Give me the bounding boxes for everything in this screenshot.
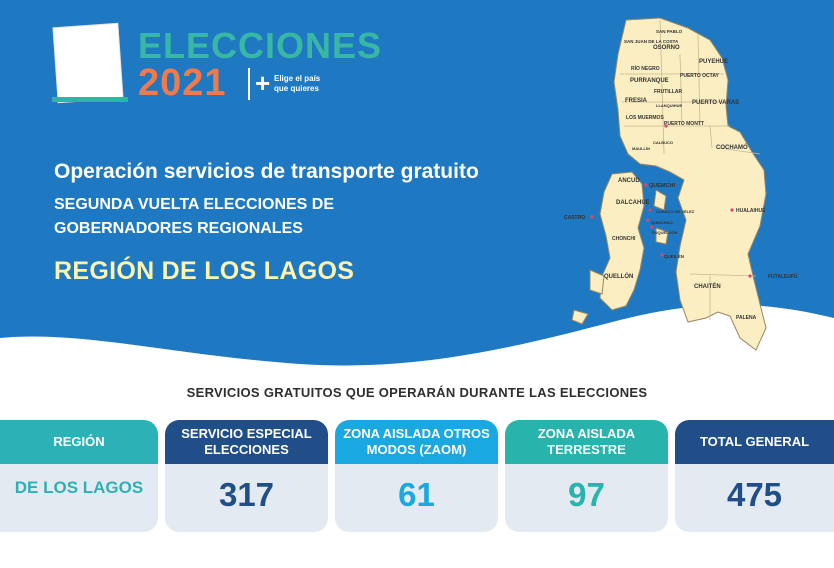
- card-zaom: ZONA AISLADA OTROS MODOS (ZAOM) 61: [335, 420, 498, 532]
- card-servicio-especial-header: SERVICIO ESPECIAL ELECCIONES: [165, 420, 328, 464]
- card-total-general-value: 475: [726, 476, 783, 513]
- card-total-general-header: TOTAL GENERAL: [675, 420, 834, 464]
- map-label-dalcahue: DALCAHUE: [616, 200, 650, 206]
- card-zaom-header: ZONA AISLADA OTROS MODOS (ZAOM): [335, 420, 498, 464]
- map-label-purranque: PURRANQUE: [630, 78, 669, 84]
- map-label-queilen: QUEILÉN: [664, 252, 684, 259]
- plus-icon: +: [255, 68, 271, 98]
- map-label-hualaihue: HUALAIHUÉ: [736, 206, 766, 214]
- logo-year: 2021: [138, 62, 227, 104]
- map-label-curaco-de-velez: CURACO DE VÉLEZ: [656, 209, 695, 214]
- card-zona-terrestre-header: ZONA AISLADA TERRESTRE: [505, 420, 668, 464]
- card-total-general: TOTAL GENERAL 475: [675, 420, 834, 532]
- logo-title: ELECCIONES: [138, 25, 383, 66]
- map-label-maullin: MAULLÍN: [632, 146, 650, 151]
- map-label-puerto-montt: PUERTO MONTT: [664, 121, 704, 127]
- subtitle-line-1: SEGUNDA VUELTA ELECCIONES DE: [54, 196, 335, 213]
- region-card-value: DE LOS LAGOS: [14, 478, 144, 497]
- card-zona-terrestre-value: 97: [568, 476, 605, 513]
- map-label-cochamo: COCHAMÓ: [716, 143, 748, 151]
- page-subtitle: SEGUNDA VUELTA ELECCIONES DE GOBERNADORE…: [54, 193, 334, 241]
- region-heading: REGIÓN DE LOS LAGOS: [54, 257, 355, 285]
- logo-tagline: Elige el país que quieres: [274, 74, 321, 93]
- map-label-los-muermos: LOS MUERMOS: [626, 115, 664, 121]
- map-land: [571, 17, 767, 351]
- region-map: SAN PABLO SAN JUAN DE LA COSTA OSORNO PU…: [564, 17, 798, 351]
- map-label-llanquihue: LLANQUIHUE: [656, 103, 683, 108]
- map-label-castro: CASTRO: [564, 215, 585, 221]
- card-zona-terrestre: ZONA AISLADA TERRESTRE 97: [505, 420, 668, 532]
- map-label-san-pablo: SAN PABLO: [656, 29, 683, 34]
- map-label-palena: PALENA: [736, 315, 757, 321]
- map-label-chaiten: CHAITÉN: [694, 282, 721, 290]
- subtitle-line-2: GOBERNADORES REGIONALES: [54, 220, 303, 237]
- map-label-puerto-octay: PUERTO OCTAY: [680, 73, 719, 79]
- page-title: Operación servicios de transporte gratui…: [54, 160, 479, 183]
- region-card: REGIÓN DE LOS LAGOS: [0, 420, 158, 532]
- logo-divider: [248, 68, 250, 100]
- map-label-ancud: ANCUD: [618, 178, 640, 184]
- card-servicio-especial-value: 317: [218, 476, 275, 513]
- region-card-header: REGIÓN: [0, 420, 158, 464]
- map-markers: [590, 124, 752, 278]
- map-label-quellon: QUELLÓN: [604, 272, 633, 280]
- map-label-calbuco: CALBUCO: [653, 140, 673, 145]
- map-label-chonchi: CHONCHI: [612, 236, 636, 242]
- map-label-quemchi: QUEMCHI: [649, 183, 675, 189]
- map-label-quinchao: QUINCHAO: [651, 220, 673, 225]
- map-label-puyehue: PUYEHUE: [699, 59, 728, 65]
- map-label-fresia: FRESIA: [625, 98, 648, 104]
- map-label-futaleufu: FUTALEUFÚ: [768, 273, 798, 280]
- map-label-rio-negro: RÍO NEGRO: [631, 64, 660, 72]
- map-label-puerto-varas: PUERTO VARAS: [692, 100, 739, 106]
- map-label-puqueldon: PUQUELDÓN: [652, 230, 678, 235]
- ballot-box-icon: [52, 97, 128, 102]
- map-labels: SAN PABLO SAN JUAN DE LA COSTA OSORNO PU…: [564, 29, 798, 321]
- ballot-icon: [53, 23, 123, 103]
- card-servicio-especial: SERVICIO ESPECIAL ELECCIONES 317: [165, 420, 328, 532]
- map-label-san-juan-de-la-costa: SAN JUAN DE LA COSTA: [624, 39, 679, 44]
- card-zaom-value: 61: [398, 476, 435, 513]
- map-label-osorno: OSORNO: [653, 45, 680, 51]
- map-label-frutillar: FRUTILLAR: [654, 89, 682, 95]
- services-section-title: SERVICIOS GRATUITOS QUE OPERARÁN DURANTE…: [186, 385, 648, 400]
